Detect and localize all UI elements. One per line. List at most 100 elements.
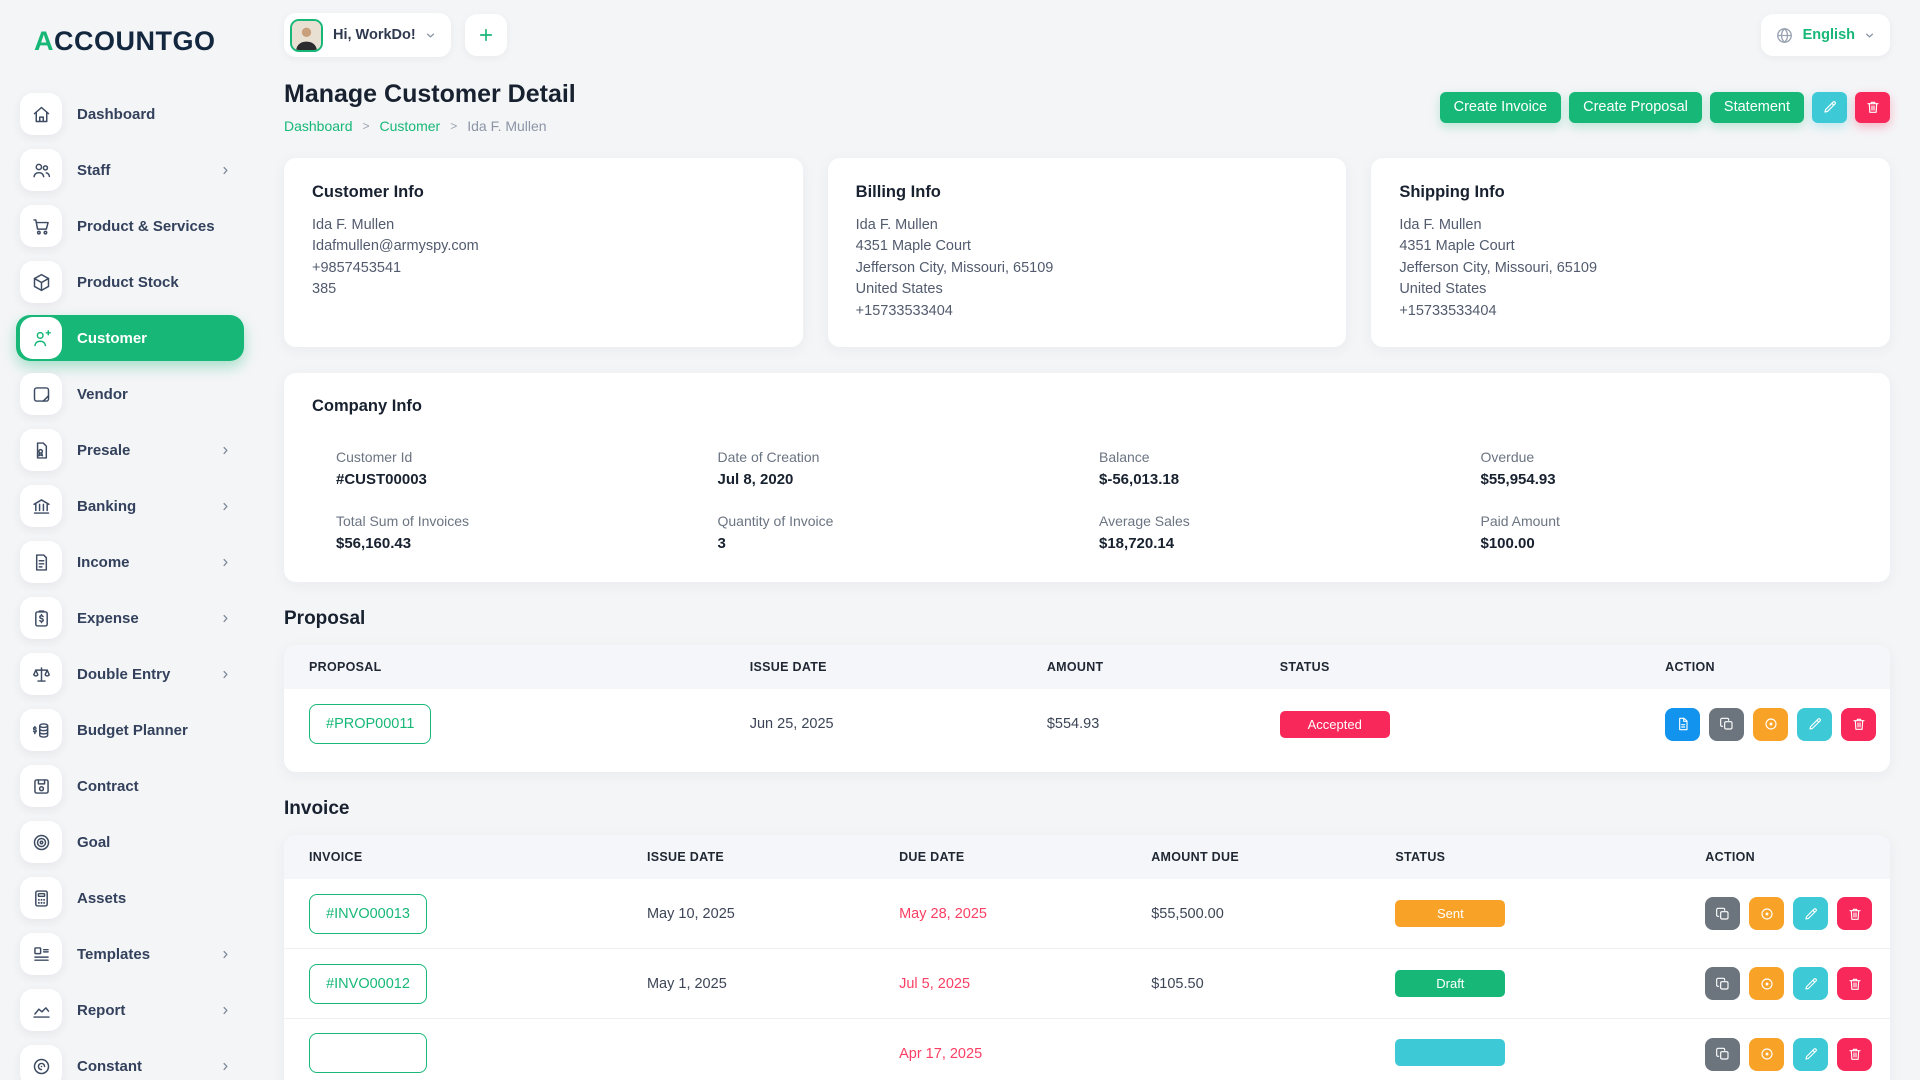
delete-button[interactable] <box>1837 967 1873 1001</box>
sidebar-item-customer[interactable]: Customer <box>16 315 244 361</box>
copy-icon <box>1719 716 1735 732</box>
field-label: Average Sales <box>1099 513 1190 530</box>
logo-accent-letter: A <box>34 26 54 56</box>
app-logo[interactable]: ACCOUNTGO <box>16 26 257 57</box>
column-header-issue-date: ISSUE DATE <box>646 850 725 865</box>
status-cell: Accepted <box>1279 710 1665 738</box>
edit-button[interactable] <box>1793 1037 1829 1071</box>
field-value: 3 <box>717 535 726 553</box>
chevron-right-icon <box>219 668 232 681</box>
sidebar-item-contract[interactable]: Contract <box>16 763 244 809</box>
edit-button[interactable] <box>1797 707 1833 741</box>
sidebar-item-income[interactable]: Income <box>16 539 244 585</box>
breadcrumb-item-customer[interactable]: Customer <box>379 118 441 134</box>
sidebar-item-presale[interactable]: Presale <box>16 427 244 473</box>
invoice-number-button[interactable]: #INVO00013 <box>309 893 427 934</box>
proposal-number-button[interactable]: #PROP00011 <box>309 704 432 745</box>
status-cell: Sent <box>1395 900 1705 928</box>
sidebar-item-label: Contract <box>77 777 139 795</box>
duplicate-button[interactable] <box>1705 897 1741 931</box>
status-badge: Sent <box>1395 900 1506 928</box>
sidebar-item-product-stock[interactable]: Product Stock <box>16 259 244 305</box>
user-greeting: Hi, WorkDo! <box>333 27 416 43</box>
company-field-customer-id: Customer Id #CUST00003 <box>336 449 718 488</box>
field-label: Overdue <box>1480 449 1535 466</box>
constant-icon <box>31 1056 52 1077</box>
status-badge: Draft <box>1395 970 1506 998</box>
invoice-row: #INVO00013 May 10, 2025 May 28, 2025 $55,50… <box>284 879 1890 950</box>
sidebar-item-label: Templates <box>77 945 151 963</box>
sidebar-item-constant[interactable]: Constant <box>16 1043 244 1080</box>
issue-date-cell: May 10, 2025 <box>646 905 735 922</box>
invoice-number-button[interactable]: #INVO00012 <box>309 963 427 1004</box>
page-header: Manage Customer Detail Dashboard > Custome… <box>284 80 1890 134</box>
sidebar-item-label: Expense <box>77 609 139 627</box>
bank-icon <box>20 485 62 527</box>
cart-icon <box>20 205 62 247</box>
view-button[interactable] <box>1753 707 1789 741</box>
invoice-number-button[interactable] <box>309 1032 427 1073</box>
cart-icon <box>31 216 52 237</box>
company-field-total-sum-of-invoices: Total Sum of Invoices $56,160.43 <box>336 513 718 552</box>
trash-icon <box>1847 976 1863 992</box>
view-button[interactable] <box>1749 897 1785 931</box>
copy-icon <box>1715 1046 1731 1062</box>
user-menu[interactable]: Hi, WorkDo! <box>284 13 451 57</box>
sidebar-item-product-services[interactable]: Product & Services <box>16 203 244 249</box>
sidebar-item-expense[interactable]: Expense <box>16 595 244 641</box>
view-button[interactable] <box>1749 1037 1785 1071</box>
document-button[interactable] <box>1665 707 1701 741</box>
templates-icon <box>20 933 62 975</box>
info-line: Ida F. Mullen <box>312 217 395 233</box>
add-button[interactable] <box>464 14 507 56</box>
create-proposal-button[interactable]: Create Proposal <box>1569 91 1702 123</box>
duplicate-button[interactable] <box>1705 967 1741 1001</box>
statement-button[interactable]: Statement <box>1709 91 1804 123</box>
sidebar-item-label: Double Entry <box>77 665 171 683</box>
sidebar-item-assets[interactable]: Assets <box>16 875 244 921</box>
chevron-right-icon <box>219 556 232 569</box>
amount-due-cell: $105.50 <box>1151 975 1204 992</box>
edit-customer-button[interactable] <box>1812 91 1847 123</box>
company-field-balance: Balance $-56,013.18 <box>1099 449 1481 488</box>
sidebar-item-double-entry[interactable]: Double Entry <box>16 651 244 697</box>
sidebar-item-goal[interactable]: Goal <box>16 819 244 865</box>
view-button[interactable] <box>1749 967 1785 1001</box>
action-cell <box>1705 1037 1890 1071</box>
presale-icon <box>31 440 52 461</box>
delete-button[interactable] <box>1837 897 1873 931</box>
sidebar-item-templates[interactable]: Templates <box>16 931 244 977</box>
income-icon <box>31 552 52 573</box>
status-cell <box>1395 1038 1705 1070</box>
action-buttons <box>1665 707 1880 741</box>
sidebar-item-banking[interactable]: Banking <box>16 483 244 529</box>
chevron-right-icon <box>219 444 232 457</box>
sidebar-item-label: Income <box>77 553 130 571</box>
shipping-info-card: Shipping Info Ida F. Mullen 4351 Maple Cou… <box>1371 158 1890 348</box>
sidebar-item-staff[interactable]: Staff <box>16 147 244 193</box>
breadcrumb-item-dashboard[interactable]: Dashboard <box>284 118 353 134</box>
edit-button[interactable] <box>1793 967 1829 1001</box>
sidebar-item-label: Staff <box>77 161 111 179</box>
chevron-right-icon <box>219 1004 232 1017</box>
language-selector[interactable]: English <box>1760 14 1890 56</box>
action-buttons <box>1705 967 1880 1001</box>
pencil-icon <box>1803 976 1819 992</box>
templates-icon <box>31 944 52 965</box>
delete-button[interactable] <box>1841 707 1877 741</box>
delete-button[interactable] <box>1837 1037 1873 1071</box>
user-plus-icon <box>31 328 52 349</box>
duplicate-button[interactable] <box>1709 707 1745 741</box>
sidebar-item-report[interactable]: Report <box>16 987 244 1033</box>
trash-icon <box>1847 906 1863 922</box>
info-line: +9857453541 <box>312 259 402 276</box>
delete-customer-button[interactable] <box>1855 91 1890 123</box>
sidebar-item-vendor[interactable]: Vendor <box>16 371 244 417</box>
create-invoice-button[interactable]: Create Invoice <box>1439 91 1562 123</box>
edit-button[interactable] <box>1793 897 1829 931</box>
sidebar-item-dashboard[interactable]: Dashboard <box>16 91 244 137</box>
duplicate-button[interactable] <box>1705 1037 1741 1071</box>
sidebar-item-budget-planner[interactable]: Budget Planner <box>16 707 244 753</box>
proposal-table: PROPOSAL ISSUE DATE AMOUNT STATUS ACTION #PRO… <box>284 645 1890 773</box>
vendor-icon <box>20 373 62 415</box>
